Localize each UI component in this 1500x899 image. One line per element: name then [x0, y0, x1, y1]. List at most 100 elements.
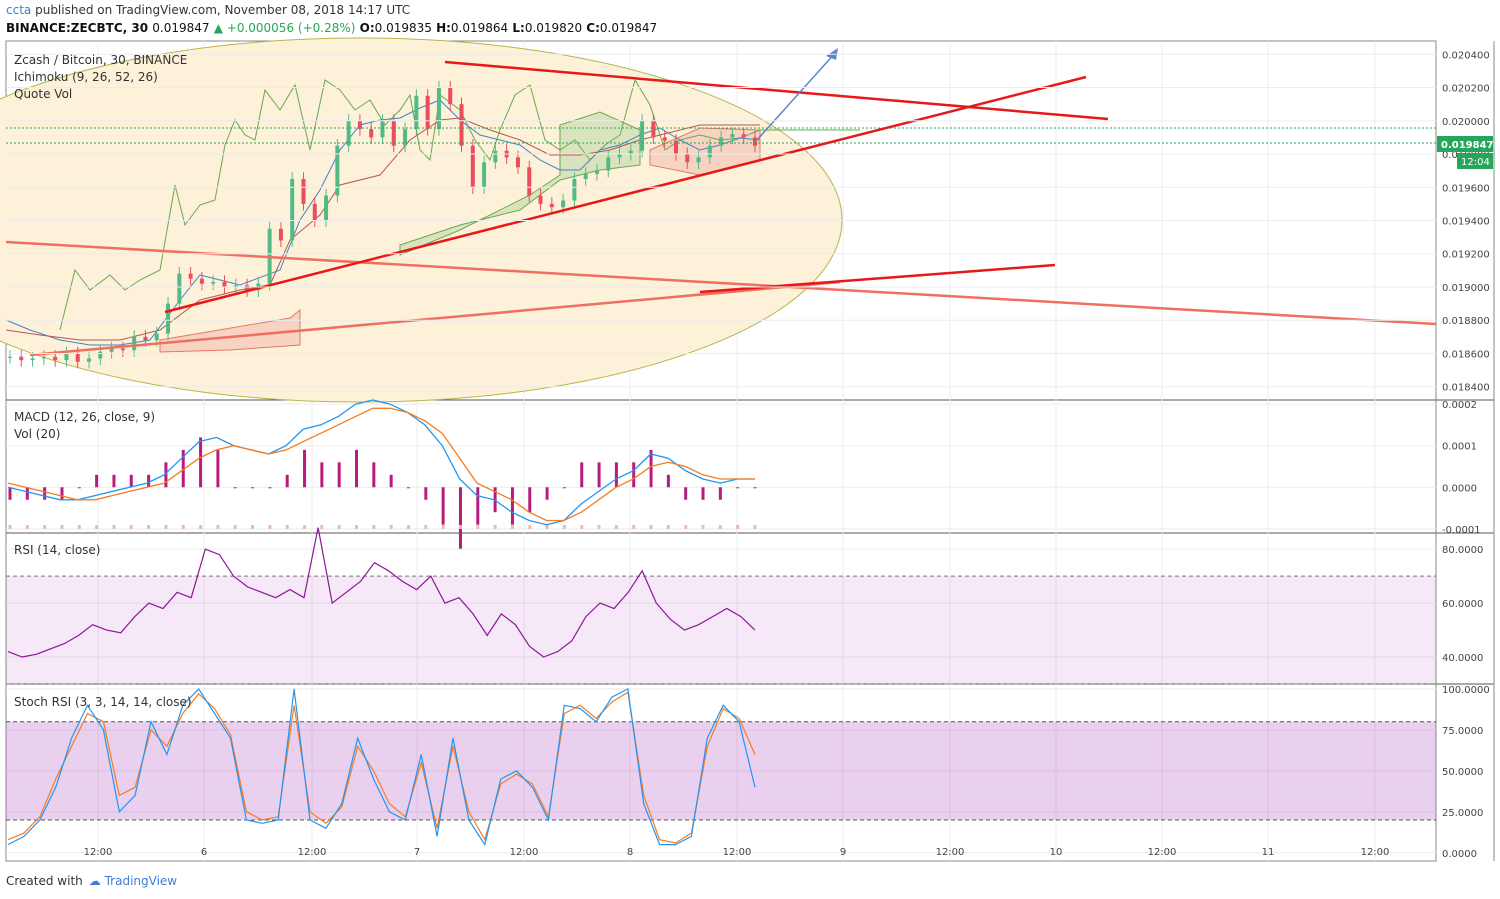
candle-body	[391, 120, 396, 146]
macd-histogram-bar	[320, 462, 324, 488]
candle-body	[199, 278, 204, 284]
author-link[interactable]: ccta	[6, 3, 32, 17]
y-tick-label: 75.0000	[1442, 726, 1483, 737]
macd-histogram-bar	[753, 487, 757, 489]
volume-bar	[60, 525, 64, 529]
macd-histogram-bar	[112, 474, 116, 488]
macd-histogram-bar	[43, 487, 47, 500]
candle-body	[41, 356, 46, 359]
macd-histogram-bar	[545, 487, 549, 500]
x-tick-label: 12:00	[1361, 847, 1390, 858]
macd-histogram-bar	[268, 487, 272, 489]
volume-bar	[597, 525, 601, 529]
macd-histogram-bar	[355, 449, 359, 488]
tradingview-link[interactable]: TradingView	[104, 874, 178, 888]
candle-body	[154, 333, 159, 341]
volume-bar	[181, 525, 185, 529]
candle-body	[583, 173, 588, 179]
x-tick-label: 10	[1050, 847, 1063, 858]
candle-body	[515, 157, 520, 168]
y-tick-label: 0.0000	[1442, 849, 1477, 860]
y-tick-label: 0.0000	[1442, 483, 1477, 494]
volume-bar	[389, 525, 393, 529]
low-label: L:	[512, 21, 525, 35]
high-label: H:	[436, 21, 451, 35]
macd-line	[7, 399, 755, 526]
macd-histogram-bar	[701, 487, 705, 500]
high-value: 0.019864	[450, 21, 509, 35]
candle-body	[177, 273, 182, 304]
macd-histogram-bar	[718, 487, 722, 500]
candle-body	[685, 154, 690, 163]
x-tick-label: 12:00	[723, 847, 752, 858]
trendline-projection[interactable]	[699, 263, 1056, 294]
candle-body	[606, 157, 611, 171]
x-tick-label: 6	[201, 847, 207, 858]
candle-body	[109, 348, 114, 352]
y-tick-label: 0.019400	[1442, 217, 1490, 228]
forecast-arrow[interactable]	[756, 51, 837, 141]
x-tick-label: 12:00	[510, 847, 539, 858]
publish-line: ccta published on TradingView.com, Novem…	[6, 3, 410, 17]
macd-histogram-bar	[25, 487, 29, 500]
stoch-title: Stoch RSI (3, 3, 14, 14, close)	[14, 695, 192, 709]
candle-body	[741, 134, 746, 138]
price-badge	[1437, 136, 1493, 152]
macd-pane[interactable]: 0.0002 0.0001 0.0000 -0.0001	[6, 399, 1481, 550]
candle-body	[346, 120, 351, 146]
volume-bar	[684, 525, 688, 529]
y-tick-label: 0.020000	[1442, 117, 1490, 128]
macd-histogram-bar	[147, 474, 151, 488]
candle-body	[549, 203, 554, 208]
volume-bar	[129, 525, 133, 529]
trendline-resistance-long[interactable]	[5, 240, 1437, 326]
x-tick-label: 12:00	[936, 847, 965, 858]
trendline-wedge-bottom[interactable]	[164, 75, 1087, 314]
volume-bar	[493, 525, 497, 529]
candle-body	[53, 356, 58, 361]
macd-histogram-bar	[233, 487, 237, 489]
low-value: 0.019820	[524, 21, 583, 35]
candle-body	[324, 195, 329, 221]
y-tick-label: 80.0000	[1442, 545, 1483, 556]
candle-body	[98, 351, 103, 359]
candle-body	[312, 203, 317, 221]
macd-histogram-bar	[60, 487, 64, 500]
candle-body	[120, 348, 125, 351]
rsi-line	[7, 527, 756, 658]
y-tick-label: 0.0002	[1442, 400, 1477, 411]
macd-histogram-bar	[458, 487, 462, 550]
time-axis: 12:00 6 12:00 7 12:00 8 12:00 9 12:00 10 12:00 11 12…	[84, 847, 1390, 858]
tradingview-logo-icon[interactable]: ☁	[88, 874, 101, 888]
macd-histogram-bar	[181, 449, 185, 488]
candle-body	[561, 200, 566, 208]
candle-body	[673, 140, 678, 155]
candle-body	[64, 353, 69, 361]
y-tick-label: 0.020400	[1442, 50, 1490, 61]
volume-bar	[666, 525, 670, 529]
trendline-wedge-top[interactable]	[444, 60, 1109, 121]
macd-histogram-bar	[406, 487, 410, 489]
volume-bar	[528, 525, 532, 529]
candle-body	[222, 281, 227, 287]
y-tick-label: 0.019200	[1442, 250, 1490, 261]
candle-body	[87, 358, 92, 362]
macd-histogram-bar	[251, 487, 255, 489]
candle-body	[482, 162, 487, 188]
x-tick-label: 11	[1262, 847, 1275, 858]
macd-histogram-bar	[528, 487, 532, 513]
volume-bar	[701, 525, 705, 529]
candle-body	[527, 167, 532, 196]
stoch-rsi-pane[interactable]: 100.0000 75.0000 50.0000 25.0000 0.0000	[6, 685, 1490, 860]
y-tick-label: 25.0000	[1442, 808, 1483, 819]
volume-bar	[95, 525, 99, 529]
volume-bar	[458, 525, 462, 529]
rsi-pane[interactable]: 80.0000 60.0000 40.0000	[6, 527, 1483, 685]
volume-bar	[355, 525, 359, 529]
candle-body	[166, 303, 171, 334]
macd-histogram-bar	[649, 449, 653, 488]
trendline-support-long[interactable]	[29, 280, 841, 357]
publish-text: published on TradingView.com, November 0…	[35, 3, 411, 17]
macd-histogram-bar	[510, 487, 514, 525]
